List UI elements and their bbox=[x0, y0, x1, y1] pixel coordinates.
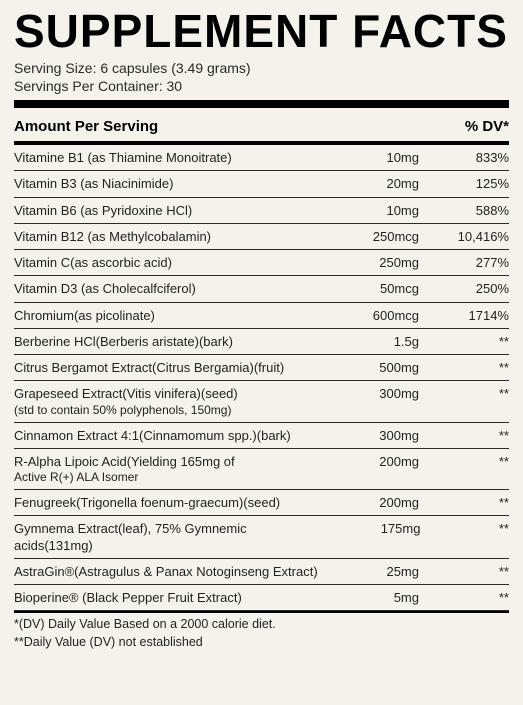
footnote-2: **Daily Value (DV) not established bbox=[14, 635, 509, 649]
header-dv: % DV* bbox=[419, 118, 509, 135]
ingredient-amount: 250mg bbox=[329, 255, 419, 270]
ingredient-amount: 600mcg bbox=[329, 308, 419, 323]
ingredient-amount: 25mg bbox=[329, 564, 419, 579]
ingredient-amount: 300mg bbox=[329, 428, 419, 443]
ingredient-name: Vitamin C(as ascorbic acid) bbox=[14, 255, 329, 271]
ingredient-name: Fenugreek(Trigonella foenum-graecum)(see… bbox=[14, 495, 329, 511]
ingredient-name: Vitamin B6 (as Pyridoxine HCl) bbox=[14, 203, 329, 219]
ingredient-amount: 50mcg bbox=[329, 281, 419, 296]
ingredient-row: AstraGin®(Astragulus & Panax Notoginseng… bbox=[14, 559, 509, 585]
serving-size: Serving Size: 6 capsules (3.49 grams) bbox=[14, 60, 509, 76]
ingredient-row: Grapeseed Extract(Vitis vinifera)(seed)(… bbox=[14, 381, 509, 422]
ingredient-amount: 500mg bbox=[329, 360, 419, 375]
ingredient-row: Vitamin B3 (as Niacinimide)20mg125% bbox=[14, 171, 509, 197]
top-thick-rule bbox=[14, 100, 509, 108]
ingredient-dv: ** bbox=[419, 334, 509, 349]
ingredient-row: Chromium(as picolinate)600mcg1714% bbox=[14, 303, 509, 329]
ingredient-row: Cinnamon Extract 4:1(Cinnamomum spp.)(ba… bbox=[14, 423, 509, 449]
ingredient-name: Berberine HCl(Berberis aristate)(bark) bbox=[14, 334, 329, 350]
ingredient-row: Vitamin B12 (as Methylcobalamin)250mcg10… bbox=[14, 224, 509, 250]
supplement-facts-panel: SUPPLEMENT FACTS Serving Size: 6 capsule… bbox=[14, 8, 509, 649]
ingredient-name: Vitamin B3 (as Niacinimide) bbox=[14, 176, 329, 192]
ingredient-row: Bioperine® (Black Pepper Fruit Extract)5… bbox=[14, 585, 509, 611]
ingredient-dv: 588% bbox=[419, 203, 509, 218]
ingredient-name: AstraGin®(Astragulus & Panax Notoginseng… bbox=[14, 564, 329, 580]
ingredient-dv: 10,416% bbox=[419, 229, 509, 244]
ingredient-amount: 1.5g bbox=[329, 334, 419, 349]
ingredient-amount: 250mcg bbox=[329, 229, 419, 244]
ingredient-name: Vitamin D3 (as Cholecalfciferol) bbox=[14, 281, 329, 297]
ingredient-dv: 277% bbox=[419, 255, 509, 270]
ingredient-amount: 175mg bbox=[332, 521, 421, 536]
ingredient-amount: 300mg bbox=[329, 386, 419, 401]
ingredient-rows: Vitamine B1 (as Thiamine Monoitrate)10mg… bbox=[14, 145, 509, 611]
ingredient-name: Chromium(as picolinate) bbox=[14, 308, 329, 324]
ingredient-dv: ** bbox=[419, 590, 509, 605]
ingredient-amount: 5mg bbox=[329, 590, 419, 605]
ingredient-dv: 250% bbox=[419, 281, 509, 296]
ingredient-dv: ** bbox=[420, 521, 509, 536]
footnote-1: *(DV) Daily Value Based on a 2000 calori… bbox=[14, 617, 509, 631]
ingredient-row: Vitamin C(as ascorbic acid)250mg277% bbox=[14, 250, 509, 276]
ingredient-name: Bioperine® (Black Pepper Fruit Extract) bbox=[14, 590, 329, 606]
ingredient-name: Cinnamon Extract 4:1(Cinnamomum spp.)(ba… bbox=[14, 428, 329, 444]
header-amount-per-serving: Amount Per Serving bbox=[14, 118, 329, 135]
ingredient-amount: 20mg bbox=[329, 176, 419, 191]
ingredient-dv: 125% bbox=[419, 176, 509, 191]
bottom-rule bbox=[14, 611, 509, 613]
ingredient-name: Grapeseed Extract(Vitis vinifera)(seed)(… bbox=[14, 386, 329, 417]
ingredient-amount: 10mg bbox=[329, 203, 419, 218]
ingredient-name: R-Alpha Lipoic Acid(Yielding 165mg ofAct… bbox=[14, 454, 329, 485]
ingredient-subtext: (std to contain 50% polyphenols, 150mg) bbox=[14, 403, 321, 418]
ingredient-dv: ** bbox=[419, 564, 509, 579]
ingredient-dv: ** bbox=[419, 386, 509, 401]
ingredient-dv: ** bbox=[419, 428, 509, 443]
ingredient-name: Vitamin B12 (as Methylcobalamin) bbox=[14, 229, 329, 245]
ingredient-dv: ** bbox=[419, 495, 509, 510]
table-header: Amount Per Serving % DV* bbox=[14, 114, 509, 141]
ingredient-dv: 1714% bbox=[419, 308, 509, 323]
ingredient-name: Citrus Bergamot Extract(Citrus Bergamia)… bbox=[14, 360, 329, 376]
ingredient-name: Gymnema Extract(leaf), 75% Gymnemic acid… bbox=[14, 521, 332, 554]
ingredient-row: Vitamine B1 (as Thiamine Monoitrate)10mg… bbox=[14, 145, 509, 171]
ingredient-row: Vitamin D3 (as Cholecalfciferol)50mcg250… bbox=[14, 276, 509, 302]
ingredient-amount: 10mg bbox=[329, 150, 419, 165]
header-amount-spacer bbox=[329, 118, 419, 135]
ingredient-dv: 833% bbox=[419, 150, 509, 165]
ingredient-name: Vitamine B1 (as Thiamine Monoitrate) bbox=[14, 150, 329, 166]
ingredient-row: Citrus Bergamot Extract(Citrus Bergamia)… bbox=[14, 355, 509, 381]
ingredient-amount: 200mg bbox=[329, 495, 419, 510]
ingredient-row: Fenugreek(Trigonella foenum-graecum)(see… bbox=[14, 490, 509, 516]
ingredient-subtext: Active R(+) ALA Isomer bbox=[14, 470, 321, 485]
ingredient-dv: ** bbox=[419, 360, 509, 375]
ingredient-row: Berberine HCl(Berberis aristate)(bark)1.… bbox=[14, 329, 509, 355]
servings-per-container: Servings Per Container: 30 bbox=[14, 78, 509, 94]
ingredient-row: Gymnema Extract(leaf), 75% Gymnemic acid… bbox=[14, 516, 509, 559]
ingredient-row: R-Alpha Lipoic Acid(Yielding 165mg ofAct… bbox=[14, 449, 509, 490]
ingredient-amount: 200mg bbox=[329, 454, 419, 469]
ingredient-dv: ** bbox=[419, 454, 509, 469]
panel-title: SUPPLEMENT FACTS bbox=[14, 8, 509, 54]
ingredient-row: Vitamin B6 (as Pyridoxine HCl)10mg588% bbox=[14, 198, 509, 224]
